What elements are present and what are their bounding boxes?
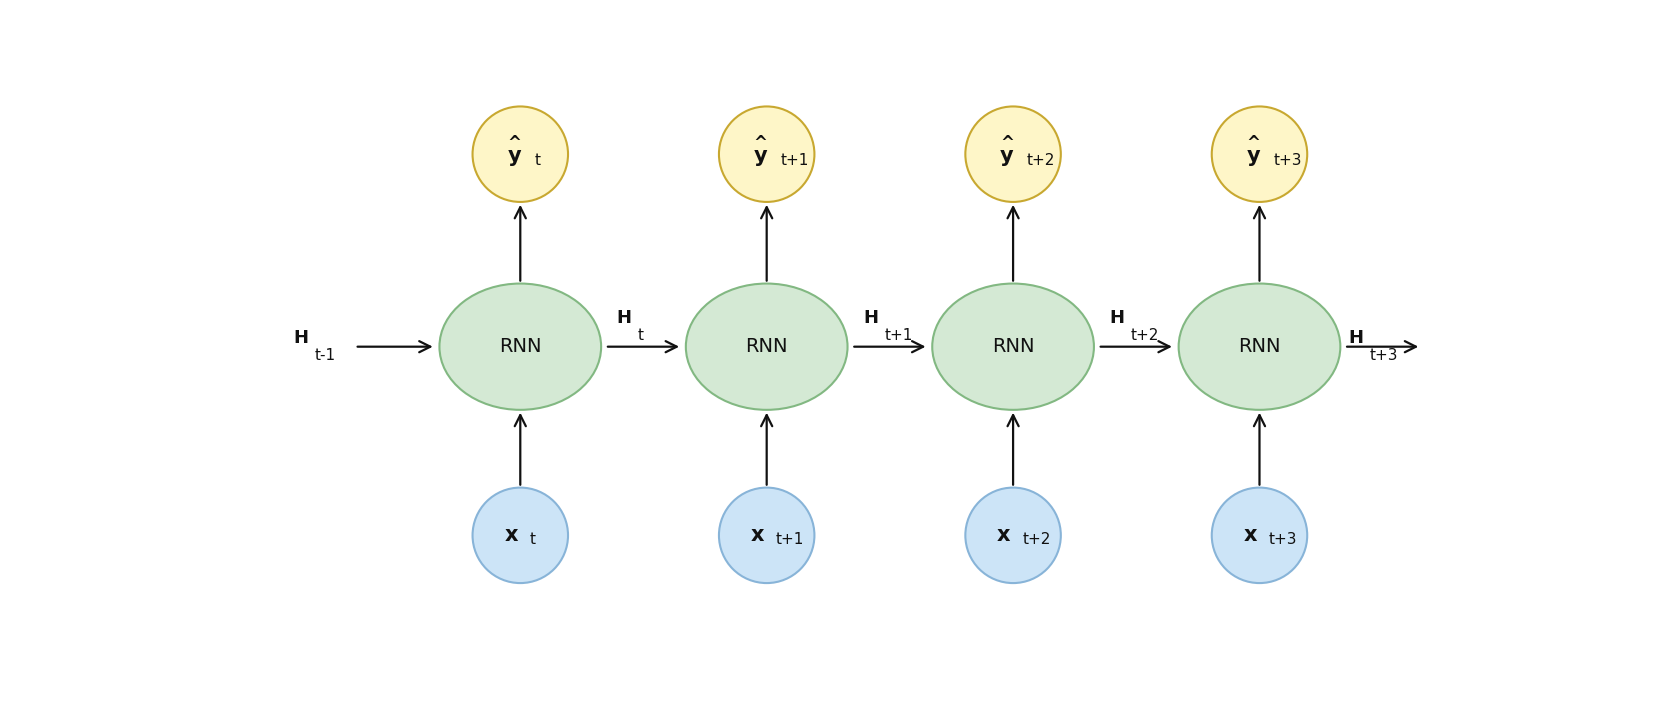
Ellipse shape xyxy=(965,107,1060,202)
Text: t+1: t+1 xyxy=(780,153,809,168)
Ellipse shape xyxy=(1211,488,1306,583)
Ellipse shape xyxy=(439,283,601,410)
Text: ^: ^ xyxy=(508,135,521,152)
Ellipse shape xyxy=(965,488,1060,583)
Text: x: x xyxy=(1243,525,1256,545)
Ellipse shape xyxy=(1178,283,1340,410)
Text: y: y xyxy=(1000,146,1013,165)
Text: t: t xyxy=(529,533,536,547)
Text: y: y xyxy=(754,146,767,165)
Text: t+3: t+3 xyxy=(1273,153,1301,168)
Text: RNN: RNN xyxy=(1238,337,1280,356)
Ellipse shape xyxy=(719,107,814,202)
Text: H: H xyxy=(1108,309,1123,327)
Ellipse shape xyxy=(686,283,847,410)
Text: x: x xyxy=(750,525,764,545)
Text: t+2: t+2 xyxy=(1027,153,1055,168)
Text: y: y xyxy=(1246,146,1260,165)
Text: RNN: RNN xyxy=(992,337,1033,356)
Ellipse shape xyxy=(1211,107,1306,202)
Text: H: H xyxy=(293,329,308,347)
Text: ^: ^ xyxy=(754,135,767,152)
Ellipse shape xyxy=(473,107,567,202)
Ellipse shape xyxy=(719,488,814,583)
Text: t+3: t+3 xyxy=(1369,348,1398,363)
Text: y: y xyxy=(508,146,521,165)
Text: t+1: t+1 xyxy=(884,327,912,343)
Ellipse shape xyxy=(473,488,567,583)
Text: t+3: t+3 xyxy=(1268,533,1296,547)
Text: t: t xyxy=(534,153,539,168)
Text: H: H xyxy=(616,309,631,327)
Text: x: x xyxy=(997,525,1010,545)
Text: ^: ^ xyxy=(1000,135,1013,152)
Text: t+2: t+2 xyxy=(1130,327,1158,343)
Ellipse shape xyxy=(932,283,1093,410)
Text: x: x xyxy=(504,525,518,545)
Text: t+1: t+1 xyxy=(775,533,804,547)
Text: t+2: t+2 xyxy=(1022,533,1050,547)
Text: t: t xyxy=(637,327,644,343)
Text: t-1: t-1 xyxy=(314,348,336,363)
Text: H: H xyxy=(862,309,877,327)
Text: RNN: RNN xyxy=(745,337,787,356)
Text: RNN: RNN xyxy=(499,337,541,356)
Text: H: H xyxy=(1348,329,1363,347)
Text: ^: ^ xyxy=(1246,135,1260,152)
